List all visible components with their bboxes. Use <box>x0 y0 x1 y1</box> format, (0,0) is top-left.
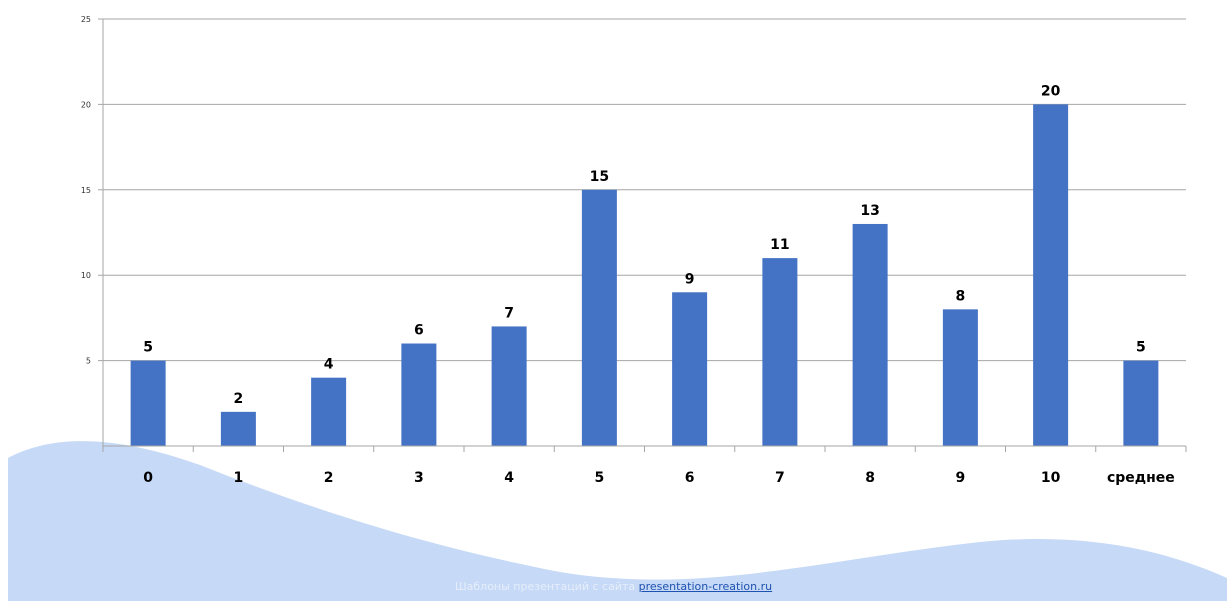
bar <box>672 292 708 446</box>
data-label: 9 <box>685 271 695 287</box>
data-label: 4 <box>324 357 334 373</box>
x-tick-label: 9 <box>956 470 966 486</box>
x-tick-label: 6 <box>685 470 695 486</box>
bar <box>130 360 166 446</box>
data-label: 11 <box>770 237 789 253</box>
y-tick-label: 10 <box>81 271 91 280</box>
footer-text: Шаблоны презентаций с сайта <box>454 580 639 593</box>
data-label: 5 <box>143 340 153 356</box>
footer-link[interactable]: presentation-creation.ru <box>638 580 773 593</box>
bar <box>581 189 617 447</box>
x-tick-label: 2 <box>324 470 334 486</box>
y-axis-ticks: 0510152025 <box>81 15 103 451</box>
data-labels: 5 2 4 6 7 15 9 11 13 8 20 5 <box>143 83 1146 406</box>
y-tick-label: 25 <box>81 15 91 24</box>
data-label: 13 <box>860 203 879 219</box>
bar <box>1123 360 1159 446</box>
bar <box>942 309 978 446</box>
footer-credit: Шаблоны презентаций с сайта presentation… <box>0 580 1227 593</box>
data-label: 7 <box>504 305 514 321</box>
bar <box>311 377 347 446</box>
bar <box>762 258 798 446</box>
y-tick-label: 15 <box>81 186 91 195</box>
background-wave <box>8 441 1227 601</box>
x-tick-label: 10 <box>1041 470 1061 486</box>
bar <box>401 343 437 446</box>
x-tick-label: 0 <box>143 470 153 486</box>
bars <box>130 104 1159 447</box>
data-label: 20 <box>1041 83 1061 99</box>
bar <box>491 326 527 446</box>
bar <box>220 411 256 446</box>
y-tick-label: 20 <box>81 100 91 109</box>
x-tick-label: 8 <box>865 470 875 486</box>
x-tick-label: среднее <box>1107 470 1175 486</box>
bar <box>852 223 888 446</box>
data-label: 6 <box>414 323 424 339</box>
data-label: 5 <box>1136 340 1146 356</box>
x-tick-label: 1 <box>234 470 244 486</box>
x-tick-label: 4 <box>504 470 514 486</box>
data-label: 15 <box>590 169 609 185</box>
bar <box>1033 104 1069 447</box>
x-tick-label: 7 <box>775 470 785 486</box>
x-tick-label: 3 <box>414 470 424 486</box>
x-axis <box>102 19 1187 452</box>
x-tick-label: 5 <box>595 470 605 486</box>
y-tick-label: 5 <box>86 357 91 366</box>
data-label: 8 <box>956 288 966 304</box>
x-axis-tick-labels: 0 1 2 3 4 5 6 7 8 9 10 среднее <box>143 470 1175 486</box>
data-label: 2 <box>234 391 244 407</box>
gridlines <box>103 18 1186 362</box>
